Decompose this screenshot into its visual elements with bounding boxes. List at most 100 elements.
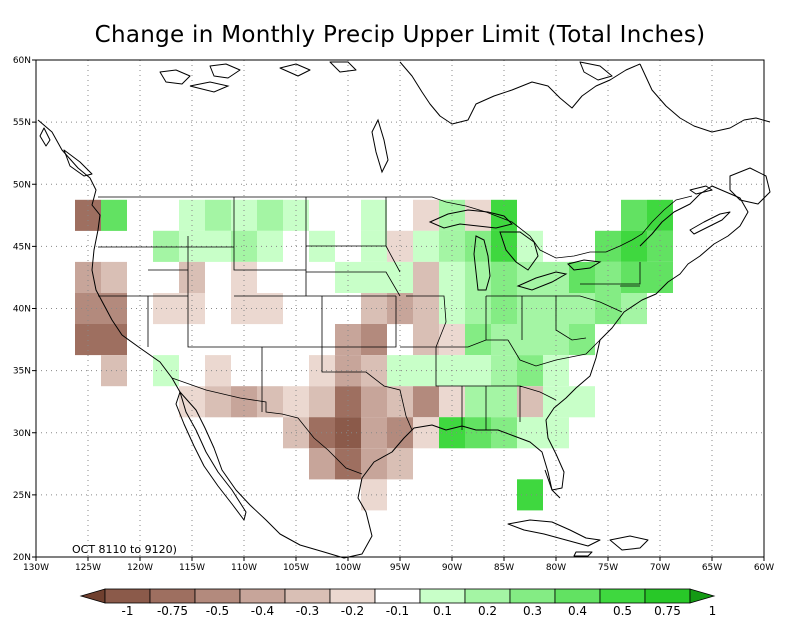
data-cell-86 — [517, 355, 543, 387]
data-cell-44 — [595, 261, 621, 293]
west-coast-outline — [37, 119, 749, 559]
data-cell-115 — [309, 448, 335, 480]
colorbar-swatch — [149, 588, 196, 604]
lon-tick-label: 75W — [598, 563, 618, 573]
data-cell-93 — [309, 386, 335, 418]
nova-scotia — [689, 211, 731, 235]
data-cell-24 — [465, 230, 491, 262]
data-cell-47 — [75, 293, 101, 325]
colorbar-swatch — [104, 588, 151, 604]
data-cell-48 — [101, 293, 127, 325]
data-cell-99 — [465, 386, 491, 418]
data-cell-111 — [465, 417, 491, 449]
cuba — [507, 519, 601, 547]
lon-tick-label: 95W — [390, 563, 410, 573]
colorbar-label: 0.4 — [568, 604, 587, 618]
anticosti — [689, 185, 713, 195]
data-cell-72 — [517, 324, 543, 356]
data-cell-1 — [101, 199, 127, 231]
lake-erie — [516, 271, 568, 291]
jamaica — [573, 551, 593, 557]
lat-tick-label: 45N — [13, 242, 31, 252]
data-cell-71 — [491, 324, 517, 356]
data-cell-31 — [101, 261, 127, 293]
colorbar-label: 0.5 — [613, 604, 632, 618]
great-slave-lake — [189, 81, 230, 93]
data-cell-26 — [517, 230, 543, 262]
data-cell-36 — [387, 261, 413, 293]
data-cell-90 — [231, 386, 257, 418]
data-cell-53 — [361, 293, 387, 325]
data-cell-46 — [647, 261, 673, 293]
data-cell-54 — [387, 293, 413, 325]
colorbar-swatch — [329, 588, 376, 604]
data-cell-40 — [491, 261, 517, 293]
lake-superior — [428, 209, 513, 229]
colorbar-label: -1 — [122, 604, 134, 618]
data-cell-92 — [283, 386, 309, 418]
colorbar-right-arrow — [689, 588, 716, 604]
lake-michigan — [473, 235, 491, 291]
data-cell-8 — [413, 199, 439, 231]
data-cell-100 — [491, 386, 517, 418]
data-cell-68 — [413, 324, 439, 356]
map-title: Change in Monthly Precip Upper Limit (To… — [94, 22, 706, 48]
lat-tick-label: 35N — [13, 367, 31, 377]
colorbar-swatch — [554, 588, 601, 604]
colorbar-left-arrow — [79, 588, 106, 604]
lon-tick-label: 80W — [546, 563, 566, 573]
colorbar-label: 0.2 — [478, 604, 497, 618]
data-cell-103 — [569, 386, 595, 418]
data-cell-57 — [465, 293, 491, 325]
data-cell-18 — [257, 230, 283, 262]
lat-tick-label: 60N — [13, 56, 31, 66]
lon-tick-label: 100W — [335, 563, 361, 573]
data-cell-75 — [101, 355, 127, 387]
lon-tick-label: 125W — [75, 563, 101, 573]
colorbar-label: -0.5 — [206, 604, 229, 618]
colorbar-label: -0.75 — [157, 604, 188, 618]
data-cell-42 — [543, 261, 569, 293]
data-cell-51 — [231, 293, 257, 325]
data-cell-66 — [335, 324, 361, 356]
data-cell-59 — [517, 293, 543, 325]
data-cell-120 — [361, 479, 387, 511]
data-cell-34 — [335, 261, 361, 293]
data-cell-28 — [621, 230, 647, 262]
lon-tick-label: 105W — [283, 563, 309, 573]
colorbar-label: 0.3 — [523, 604, 542, 618]
colorbar-label: -0.2 — [341, 604, 364, 618]
data-cell-5 — [257, 199, 283, 231]
lon-tick-label: 60W — [754, 563, 774, 573]
colorbar-swatch — [239, 588, 286, 604]
coastlines — [37, 61, 771, 559]
lat-tick-label: 50N — [13, 180, 31, 190]
data-cell-62 — [595, 293, 621, 325]
data-cell-84 — [465, 355, 491, 387]
colorbar-swatch — [419, 588, 466, 604]
us-canada-border — [98, 195, 693, 259]
lat-tick-label: 40N — [13, 305, 31, 315]
colorbar-swatch — [464, 588, 511, 604]
data-cell-43 — [569, 261, 595, 293]
data-cell-116 — [335, 448, 361, 480]
lat-tick-label: 30N — [13, 429, 31, 439]
lon-tick-label: 115W — [179, 563, 205, 573]
data-cell-106 — [335, 417, 361, 449]
lake-ontario — [567, 259, 602, 271]
lat-tick-label: 25N — [13, 491, 31, 501]
hispaniola — [609, 535, 649, 551]
great-lakes — [189, 81, 602, 291]
arctic-islands — [159, 61, 613, 85]
data-cell-119 — [517, 479, 543, 511]
data-cell-16 — [205, 230, 231, 262]
data-cell-63 — [621, 293, 647, 325]
lon-tick-label: 85W — [494, 563, 514, 573]
data-cell-64 — [75, 324, 101, 356]
colorbar-label: -0.1 — [386, 604, 409, 618]
lat-tick-label: 55N — [13, 118, 31, 128]
data-cell-65 — [101, 324, 127, 356]
colorbar-swatch — [599, 588, 646, 604]
colorbar-label: 0.75 — [654, 604, 681, 618]
axis-ticks: 130W 125W 120W 115W 110W 105W 100W 95W 90W 85W 80W… — [13, 56, 774, 573]
